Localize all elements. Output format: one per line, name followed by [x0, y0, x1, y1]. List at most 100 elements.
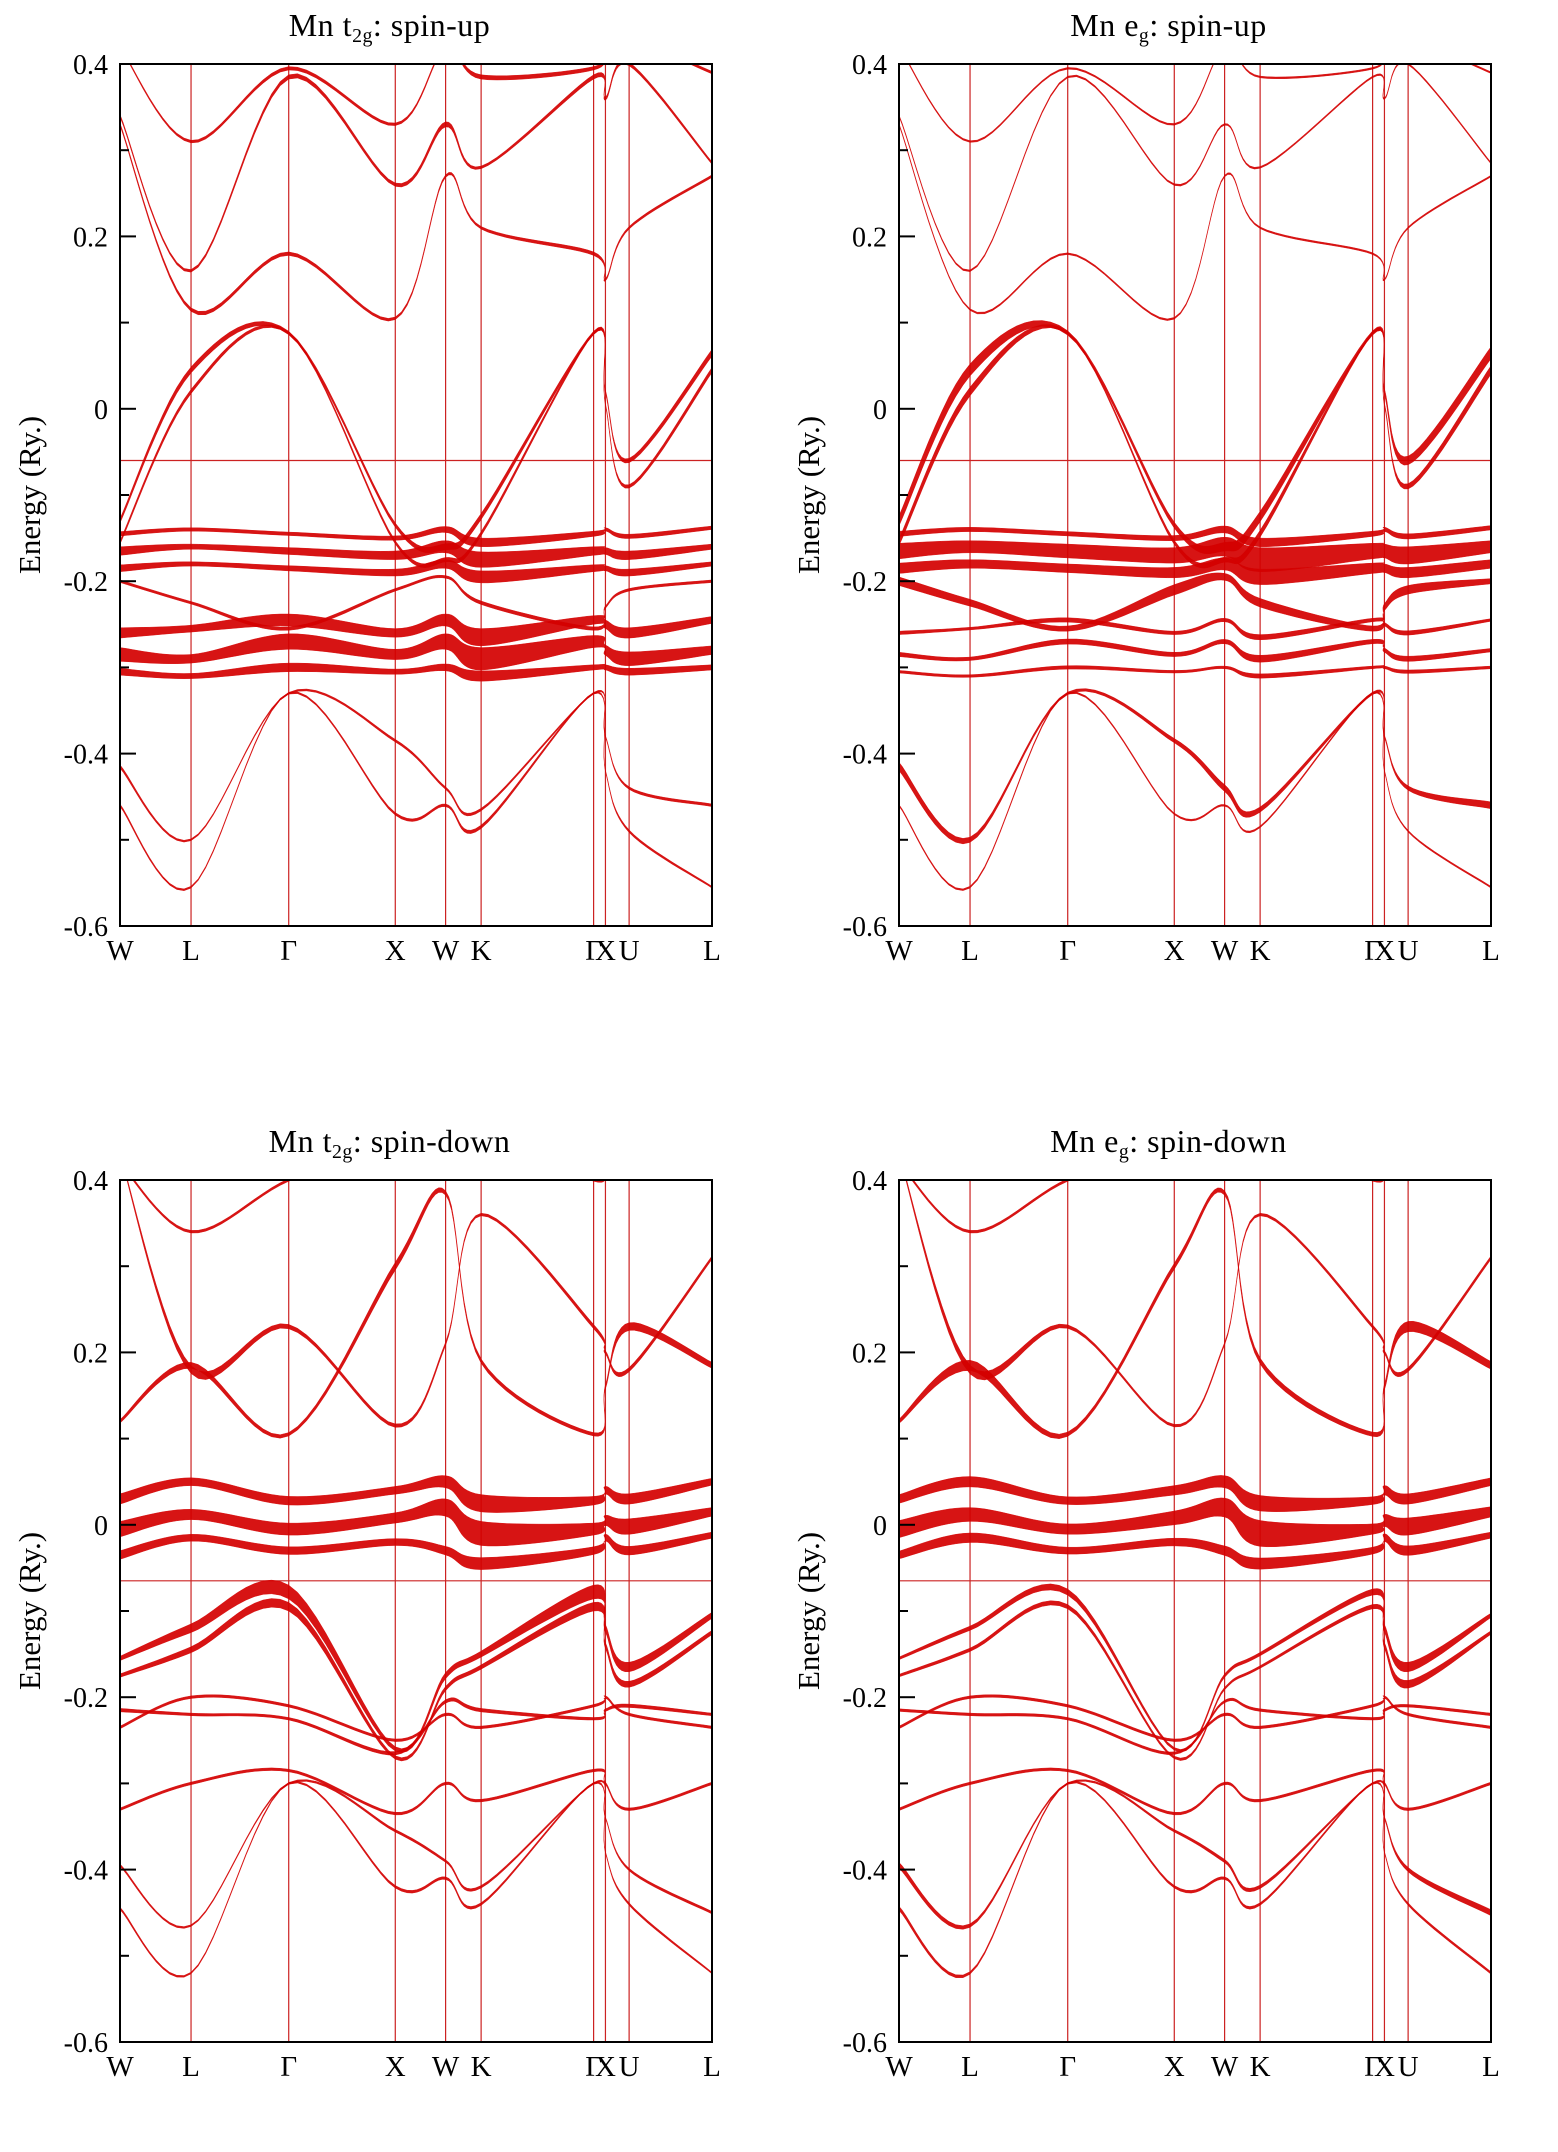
y-tick-label: -0.2 [843, 1683, 887, 1714]
bands-group [899, 1180, 1491, 1978]
k-point-label: L [961, 935, 979, 967]
plot-frame [898, 63, 1492, 927]
y-tick-label: -0.4 [843, 740, 887, 771]
y-tick-label: -0.6 [64, 912, 108, 943]
k-point-label: Γ [280, 2051, 297, 2083]
band [899, 572, 1491, 632]
band [899, 1497, 1491, 1548]
band [899, 324, 1491, 569]
band [120, 688, 712, 843]
k-point-label: W [432, 2051, 460, 2083]
bands-group [120, 64, 712, 891]
plot-frame [119, 1179, 713, 2043]
panel-title-t2g-spin-down: Mn t2g: spin-down [268, 1120, 511, 1163]
k-point-label: U [619, 2051, 640, 2083]
k-point-label: L [1482, 2051, 1500, 2083]
k-point-label: X [1374, 935, 1395, 967]
title-text: : spin-up [372, 7, 491, 43]
y-tick-label: 0 [94, 395, 108, 426]
k-point-label: Γ [280, 935, 297, 967]
k-point-label: U [619, 935, 640, 967]
k-point-label: Γ [1059, 935, 1076, 967]
y-tick-label: 0 [873, 1511, 887, 1542]
band [899, 536, 1491, 572]
band [120, 613, 712, 647]
y-tick-label: 0.2 [73, 1338, 108, 1369]
panel-title-t2g-spin-up: Mn t2g: spin-up [288, 4, 491, 47]
band [899, 1600, 1491, 1761]
band [120, 662, 712, 682]
k-point-label: Γ [1364, 935, 1381, 967]
k-point-label: Γ [585, 935, 602, 967]
band [120, 122, 712, 322]
band [899, 1694, 1491, 1742]
k-point-label: X [385, 2051, 406, 2083]
k-point-label: L [703, 2051, 721, 2083]
y-tick-label: -0.6 [843, 2028, 887, 2059]
title-text: Mn e [1070, 7, 1139, 43]
band [120, 1697, 712, 1756]
band [908, 64, 1491, 143]
band [899, 123, 1491, 321]
title-text: Mn t [288, 7, 353, 43]
band [132, 1180, 712, 1234]
k-point-label: X [1164, 935, 1185, 967]
band [120, 559, 712, 584]
k-point-label: W [885, 2051, 913, 2083]
band [905, 1180, 1491, 1428]
k-point-label: K [471, 935, 492, 967]
band [120, 1779, 712, 1929]
y-axis-title: Energy (Ry.) [12, 416, 47, 574]
title-subscript: 2g [352, 24, 373, 47]
bands-group [120, 1180, 712, 1978]
band [899, 64, 1491, 272]
k-point-label: W [432, 935, 460, 967]
band [126, 1180, 712, 1428]
band [129, 64, 712, 144]
band [899, 1531, 1491, 1570]
y-tick-label: 0.2 [852, 222, 887, 253]
k-point-label: L [703, 935, 721, 967]
k-point-label: Γ [1059, 2051, 1076, 2083]
y-tick-label: -0.2 [843, 567, 887, 598]
band [120, 633, 712, 671]
panel-mn-eg-spin-down: Mn eg: spin-down 0.4 0.2 0 -0.2 -0.4 -0.6 W L Γ X… [779, 1076, 1558, 2152]
y-tick-label: 0.2 [73, 222, 108, 253]
k-point-label: W [106, 2051, 134, 2083]
band [911, 1180, 1491, 1234]
band [120, 1767, 712, 1816]
panel-mn-t2g-spin-up: Mn t2g: spin-up 0.4 0.2 0 -0.2 -0.4 -0.6 W L Γ X W… [0, 0, 779, 1076]
y-tick-label: 0.4 [73, 50, 108, 81]
band [120, 1498, 712, 1547]
y-tick-label: -0.2 [64, 567, 108, 598]
y-tick-label: 0 [94, 1511, 108, 1542]
y-axis-title: Energy (Ry.) [791, 1532, 826, 1690]
bands-group [899, 64, 1491, 891]
title-text: : spin-down [352, 1123, 511, 1159]
band [120, 1694, 712, 1742]
title-text: Mn t [268, 1123, 332, 1159]
k-point-label: X [1164, 2051, 1185, 2083]
y-tick-label: -0.2 [64, 1683, 108, 1714]
band [899, 1187, 1491, 1439]
title-text: Mn e [1050, 1123, 1119, 1159]
y-tick-label: -0.4 [843, 1856, 887, 1887]
band [120, 64, 712, 273]
y-tick-label: 0.2 [852, 1338, 887, 1369]
panel-title-eg-spin-down: Mn eg: spin-down [1050, 1120, 1287, 1163]
k-point-label: W [106, 935, 134, 967]
band [899, 1779, 1491, 1930]
y-tick-label: 0.4 [852, 1166, 887, 1197]
y-tick-label: -0.6 [64, 2028, 108, 2059]
band [120, 321, 712, 553]
y-axis-title: Energy (Ry.) [791, 416, 826, 574]
k-point-label: L [961, 2051, 979, 2083]
k-point-label: L [182, 935, 200, 967]
band [120, 525, 712, 547]
title-text: : spin-up [1149, 7, 1267, 43]
band [120, 1598, 712, 1762]
k-point-label: L [1482, 935, 1500, 967]
y-tick-label: -0.4 [64, 1856, 108, 1887]
